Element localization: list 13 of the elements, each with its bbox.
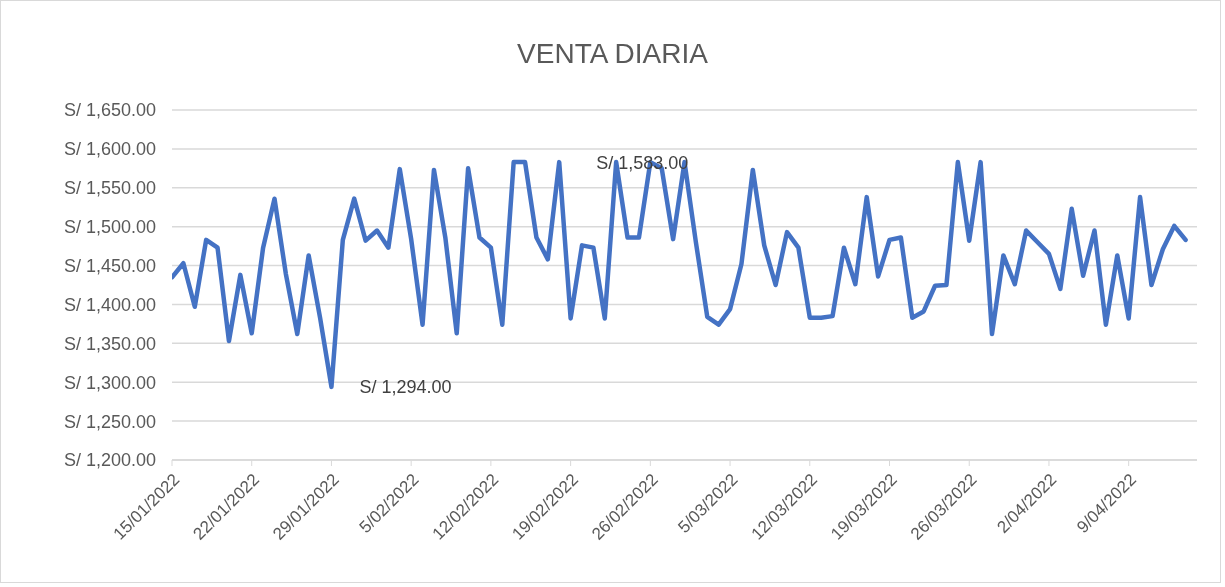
y-tick-label: S/ 1,250.00 <box>63 411 156 432</box>
y-tick-label: S/ 1,600.00 <box>63 139 156 160</box>
y-tick-label: S/ 1,500.00 <box>63 217 156 238</box>
annotation: S/ 1,583.00 <box>596 152 689 173</box>
y-tick-label: S/ 1,300.00 <box>63 372 156 393</box>
annotation: S/ 1,294.00 <box>359 377 452 398</box>
y-tick-label: S/ 1,200.00 <box>63 450 156 471</box>
y-tick-label: S/ 1,350.00 <box>63 333 156 354</box>
y-tick-label: S/ 1,550.00 <box>63 178 156 199</box>
y-tick-label: S/ 1,650.00 <box>63 100 156 121</box>
y-tick-label: S/ 1,400.00 <box>63 294 156 315</box>
y-tick-label: S/ 1,450.00 <box>63 255 156 276</box>
chart-title: VENTA DIARIA <box>516 38 709 70</box>
